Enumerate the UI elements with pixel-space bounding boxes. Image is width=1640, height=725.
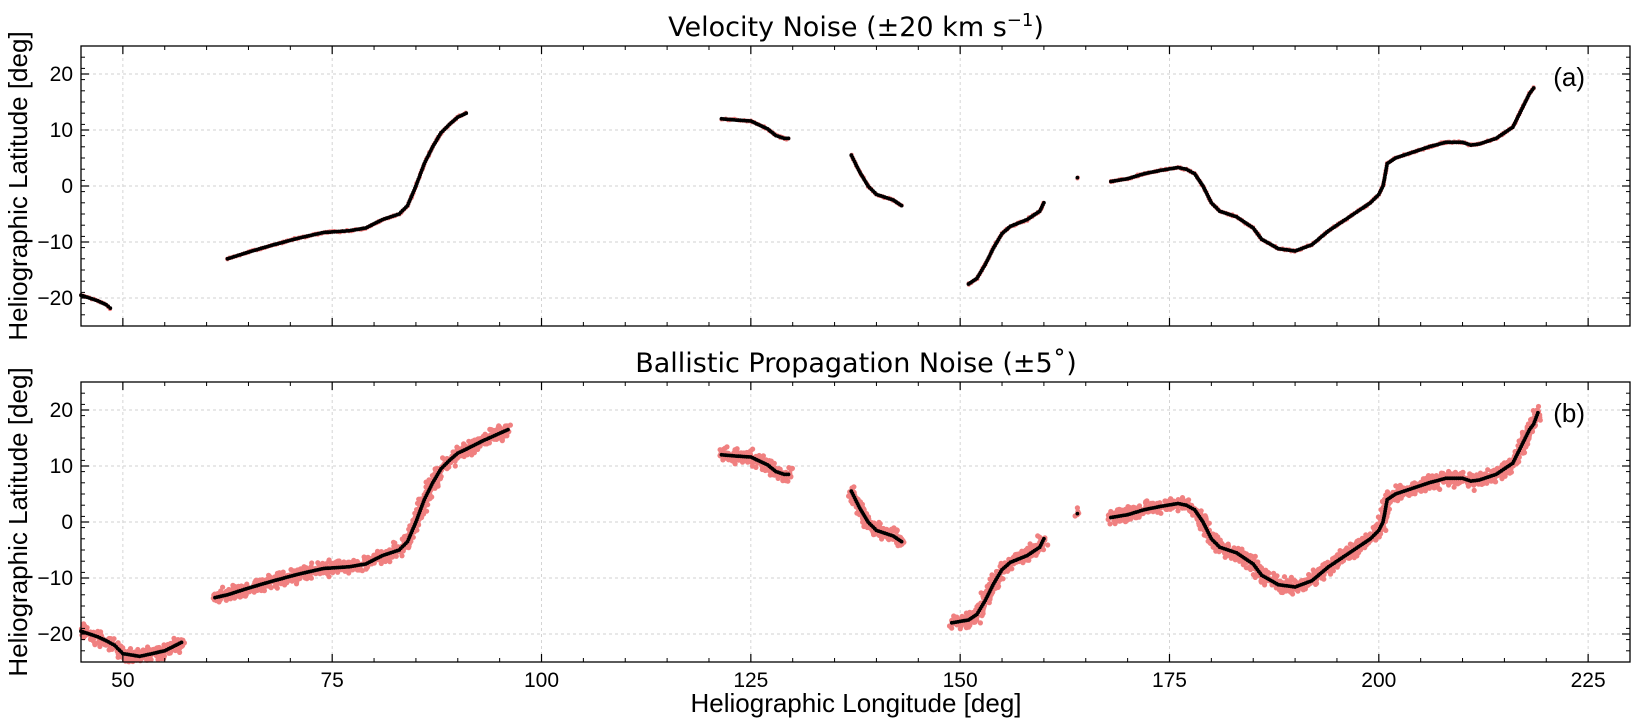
panel-a-y-axis-label: Heliographic Latitude [deg] bbox=[3, 31, 33, 340]
noise-point bbox=[1460, 469, 1466, 476]
noise-point bbox=[1024, 557, 1030, 563]
noise-point bbox=[1045, 542, 1051, 548]
noise-point bbox=[977, 620, 984, 626]
noise-point bbox=[877, 524, 883, 531]
y-tick-label: 0 bbox=[61, 175, 73, 198]
y-tick-label: −20 bbox=[37, 287, 73, 310]
nominal-point bbox=[1042, 200, 1046, 205]
noise-point bbox=[957, 626, 963, 632]
nominal-point bbox=[1531, 86, 1536, 90]
panel-a-label: (a) bbox=[1553, 62, 1585, 92]
panel-a: Velocity Noise (±20 km s−1) −20−1001020 … bbox=[3, 10, 1631, 341]
y-tick-label: 20 bbox=[50, 63, 73, 86]
panel-b-grid bbox=[81, 382, 1630, 662]
nominal-point bbox=[899, 203, 904, 208]
nominal-point bbox=[108, 306, 113, 310]
noise-point bbox=[1435, 485, 1441, 491]
y-tick-label: −10 bbox=[37, 231, 73, 254]
noise-point bbox=[859, 501, 866, 507]
noise-point bbox=[336, 558, 342, 564]
noise-point bbox=[1249, 553, 1255, 559]
noise-point bbox=[1143, 499, 1149, 505]
noise-point bbox=[267, 574, 273, 580]
noise-point bbox=[258, 587, 264, 594]
y-tick-label: 10 bbox=[50, 119, 73, 142]
noise-point bbox=[734, 446, 740, 452]
panel-b-title: Ballistic Propagation Noise (±5˚) bbox=[635, 348, 1077, 379]
noise-point bbox=[90, 638, 96, 644]
noise-point bbox=[308, 575, 314, 581]
noise-point bbox=[786, 465, 792, 471]
noise-point bbox=[461, 441, 467, 447]
noise-point bbox=[452, 463, 458, 469]
noise-point bbox=[488, 427, 494, 433]
panel-a-title: Velocity Noise (±20 km s−1) bbox=[668, 10, 1044, 43]
panel-a-grid bbox=[81, 46, 1630, 326]
nominal-point bbox=[464, 111, 469, 116]
noise-point bbox=[1337, 548, 1343, 554]
nominal-point bbox=[1075, 175, 1080, 180]
noise-point bbox=[424, 508, 430, 514]
noise-point bbox=[1175, 508, 1181, 514]
noise-point bbox=[220, 584, 226, 590]
noise-point bbox=[1225, 541, 1231, 547]
noise-point bbox=[949, 625, 955, 631]
noise-points bbox=[79, 85, 1536, 312]
nominal-point bbox=[786, 136, 791, 141]
noise-point bbox=[1107, 521, 1113, 527]
noise-point bbox=[325, 569, 331, 576]
panel-b-scatter-layer bbox=[78, 403, 1543, 665]
noise-point bbox=[1290, 591, 1296, 597]
noise-point bbox=[1271, 574, 1277, 580]
panel-b: Ballistic Propagation Noise (±5˚) 50 75 10… bbox=[3, 348, 1631, 692]
noise-point bbox=[387, 559, 393, 565]
noise-point bbox=[894, 527, 900, 534]
noise-point bbox=[963, 625, 970, 631]
noise-point bbox=[1412, 491, 1418, 497]
noise-point bbox=[177, 649, 183, 656]
noise-point bbox=[1385, 489, 1391, 495]
noise-point bbox=[750, 446, 756, 452]
noise-point bbox=[507, 422, 513, 428]
noise-point bbox=[724, 444, 730, 450]
noise-point bbox=[1262, 582, 1268, 588]
noise-point bbox=[1126, 516, 1132, 522]
noise-point bbox=[390, 539, 397, 545]
noise-point bbox=[216, 599, 222, 605]
noise-points bbox=[78, 403, 1543, 665]
nominal-points bbox=[79, 86, 1536, 310]
noise-point bbox=[389, 554, 395, 560]
noise-point bbox=[326, 557, 332, 563]
noise-point bbox=[464, 452, 470, 458]
noise-point bbox=[471, 450, 477, 456]
panel-a-scatter-layer bbox=[79, 85, 1536, 312]
noise-point bbox=[720, 457, 726, 463]
noise-point bbox=[1013, 551, 1020, 558]
